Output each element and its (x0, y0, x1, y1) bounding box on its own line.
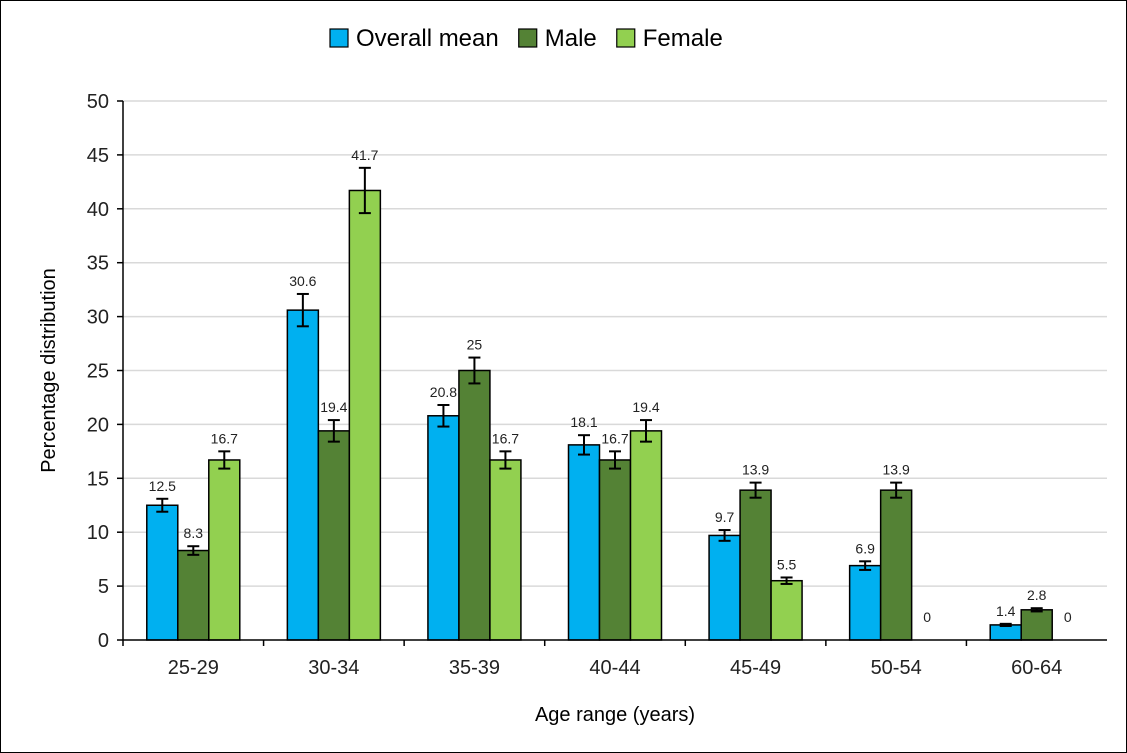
data-label: 25 (467, 337, 483, 353)
y-tick-label: 45 (87, 145, 109, 167)
data-label: 0 (923, 609, 931, 625)
data-label: 13.9 (742, 462, 769, 478)
bar-male (1020, 609, 1053, 641)
x-axis-ticks: 25-29 30-34 35-39 40-44 45-49 50-54 60-64 (122, 640, 1062, 679)
data-label: 2.8 (1027, 587, 1047, 603)
y-axis-title: Percentage distribution (38, 268, 60, 473)
bars (146, 189, 1053, 641)
bar-overall-mean (848, 564, 882, 641)
data-label: 5.5 (777, 556, 797, 572)
y-tick-label: 15 (87, 468, 109, 490)
bar-male (458, 369, 491, 641)
x-axis-title: Age range (years) (535, 704, 695, 726)
bar-overall-mean (567, 444, 601, 641)
data-labels: 12.58.316.730.619.441.720.82516.718.116.… (149, 147, 1072, 625)
y-tick-label: 40 (87, 199, 109, 221)
data-label: 6.9 (855, 540, 875, 556)
data-label: 9.7 (715, 509, 735, 525)
data-label: 8.3 (184, 525, 204, 541)
data-label: 16.7 (601, 430, 628, 446)
data-label: 20.8 (430, 384, 457, 400)
y-tick-label: 25 (87, 361, 109, 383)
bar-female (489, 459, 522, 641)
legend: Overall mean Male Female (329, 25, 723, 52)
bar-male (739, 489, 772, 641)
y-axis-ticks: 0 5 10 15 20 25 30 35 40 45 50 (87, 91, 123, 652)
bar-male (177, 549, 210, 641)
bar-female (348, 189, 382, 641)
bar-female (629, 430, 663, 641)
x-tick-label: 25-29 (168, 657, 219, 679)
data-label: 18.1 (570, 414, 597, 430)
bar-overall-mean (286, 309, 320, 641)
legend-label: Female (643, 25, 723, 52)
data-label: 1.4 (996, 603, 1016, 619)
bar-female (208, 459, 241, 641)
bar-overall-mean (146, 504, 179, 641)
y-tick-label: 50 (87, 91, 109, 113)
bar-overall-mean (427, 415, 460, 641)
x-tick-label: 30-34 (308, 657, 359, 679)
data-label: 19.4 (320, 399, 347, 415)
data-label: 0 (1064, 609, 1072, 625)
legend-swatch (329, 28, 349, 48)
data-label: 16.7 (492, 430, 519, 446)
error-bars (156, 166, 1043, 627)
y-tick-label: 10 (87, 522, 109, 544)
data-label: 41.7 (351, 147, 378, 163)
y-tick-label: 5 (98, 576, 109, 598)
bar-male (598, 459, 632, 641)
bar-male (879, 489, 913, 641)
x-tick-label: 50-54 (871, 657, 922, 679)
x-tick-label: 40-44 (589, 657, 640, 679)
bar-female (770, 579, 803, 641)
legend-swatch (616, 28, 636, 48)
x-tick-label: 35-39 (449, 657, 500, 679)
data-label: 16.7 (211, 430, 238, 446)
x-tick-label: 45-49 (730, 657, 781, 679)
y-tick-label: 0 (98, 630, 109, 652)
data-label: 12.5 (149, 478, 176, 494)
data-label: 19.4 (632, 399, 659, 415)
data-label: 30.6 (289, 273, 316, 289)
bar-overall-mean (989, 624, 1022, 641)
x-tick-label: 60-64 (1011, 657, 1062, 679)
bar-male (317, 430, 351, 641)
y-tick-label: 20 (87, 414, 109, 436)
legend-swatch (518, 28, 538, 48)
y-tick-label: 35 (87, 253, 109, 275)
data-label: 13.9 (883, 462, 910, 478)
bar-overall-mean (708, 534, 741, 641)
y-tick-label: 30 (87, 307, 109, 329)
legend-label: Overall mean (356, 25, 499, 52)
legend-label: Male (545, 25, 597, 52)
